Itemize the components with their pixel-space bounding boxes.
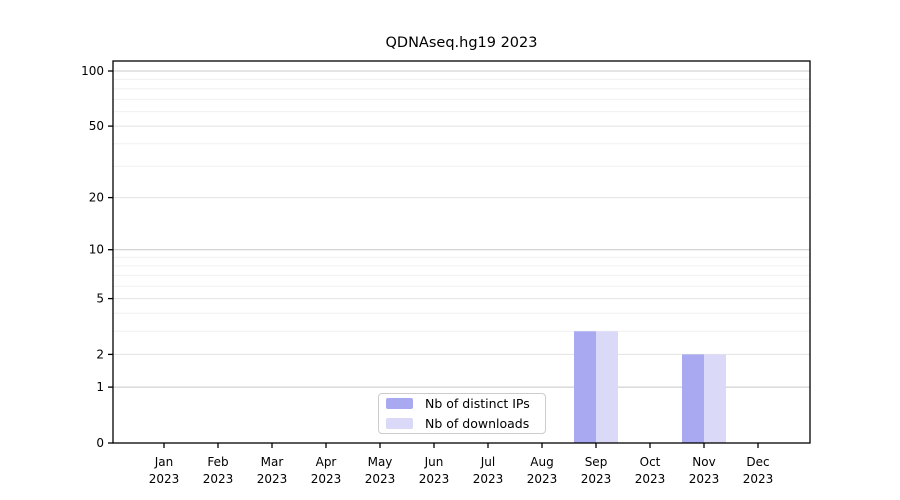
x-tick-label-year: 2023 xyxy=(149,472,180,486)
x-tick-label-year: 2023 xyxy=(689,472,720,486)
chart-title: QDNAseq.hg19 2023 xyxy=(385,35,538,51)
x-tick-label-year: 2023 xyxy=(581,472,612,486)
x-tick-label-month: Jan xyxy=(154,455,174,469)
x-tick-label-month: Apr xyxy=(316,455,337,469)
legend-swatch-downloads xyxy=(386,418,413,429)
x-tick-label-month: Jun xyxy=(424,455,444,469)
x-tick-label-year: 2023 xyxy=(203,472,234,486)
x-tick-label-month: Mar xyxy=(261,455,284,469)
bar-distinct-ips-nov xyxy=(682,354,704,443)
legend-item-downloads: Nb of downloads xyxy=(386,416,538,431)
y-tick-label: 50 xyxy=(89,119,104,133)
x-tick-label-month: Oct xyxy=(640,455,661,469)
x-tick-label-year: 2023 xyxy=(743,472,774,486)
x-tick-label-month: May xyxy=(368,455,393,469)
x-tick-label-year: 2023 xyxy=(527,472,558,486)
legend-swatch-distinct-ips xyxy=(386,398,413,409)
x-tick-label-month: Jul xyxy=(480,455,495,469)
x-tick-label-year: 2023 xyxy=(257,472,288,486)
y-tick-label: 0 xyxy=(96,436,104,450)
bar-downloads-sep xyxy=(596,331,618,443)
y-tick-label: 2 xyxy=(96,347,104,361)
legend: Nb of distinct IPs Nb of downloads xyxy=(378,393,546,434)
y-tick-label: 20 xyxy=(89,191,104,205)
y-tick-label: 5 xyxy=(96,292,104,306)
legend-label-distinct-ips: Nb of distinct IPs xyxy=(425,396,530,411)
x-tick-label-year: 2023 xyxy=(419,472,450,486)
x-tick-label-month: Nov xyxy=(692,455,715,469)
y-tick-label: 10 xyxy=(89,243,104,257)
bar-distinct-ips-sep xyxy=(574,331,596,443)
x-tick-label-year: 2023 xyxy=(365,472,396,486)
y-tick-label: 1 xyxy=(96,380,104,394)
x-tick-label-month: Feb xyxy=(207,455,228,469)
legend-label-downloads: Nb of downloads xyxy=(425,416,530,431)
legend-item-distinct-ips: Nb of distinct IPs xyxy=(386,396,538,411)
x-tick-label-year: 2023 xyxy=(473,472,504,486)
x-tick-label-month: Aug xyxy=(530,455,553,469)
x-tick-label-year: 2023 xyxy=(635,472,666,486)
x-tick-label-month: Sep xyxy=(585,455,608,469)
x-tick-label-year: 2023 xyxy=(311,472,342,486)
y-tick-label: 100 xyxy=(81,64,104,78)
x-tick-label-month: Dec xyxy=(746,455,769,469)
axes-box xyxy=(112,60,811,444)
bar-downloads-nov xyxy=(704,354,726,443)
